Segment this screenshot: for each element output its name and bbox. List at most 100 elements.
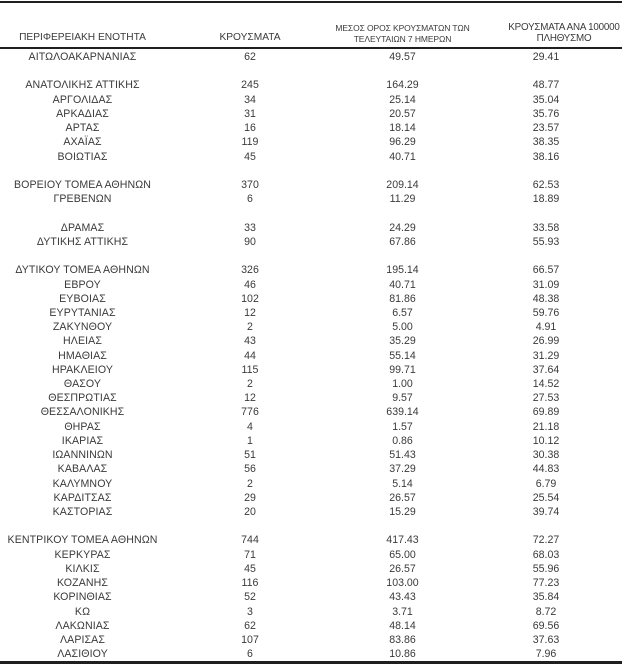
table-row: ΑΡΤΑΣ 16 18.14 23.57 bbox=[0, 121, 622, 135]
cases-cell: 33 bbox=[244, 221, 256, 234]
cases-cell: 45 bbox=[244, 150, 256, 163]
cases-cell: 2 bbox=[247, 321, 253, 334]
table-row: ΛΑΣΙΘΙΟΥ 6 10.86 7.96 bbox=[0, 647, 622, 661]
region-cell: ΖΑΚΥΝΘΟΥ bbox=[52, 321, 113, 334]
cases-cell: 370 bbox=[241, 178, 259, 191]
column-header-cases-label: ΚΡΟΥΣΜΑΤΑ bbox=[219, 32, 281, 43]
avg-7day-cell: 1.00 bbox=[392, 378, 413, 391]
avg-7day-cell: 11.29 bbox=[389, 193, 416, 206]
avg-7day-cell: 48.14 bbox=[389, 619, 416, 632]
region-cell: ΘΑΣΟΥ bbox=[63, 378, 102, 391]
table-row: ΗΜΑΘΙΑΣ 44 55.14 31.29 bbox=[0, 349, 622, 363]
region-cell: ΚΙΛΚΙΣ bbox=[65, 562, 100, 575]
per-100k-cell: 37.63 bbox=[532, 633, 560, 646]
table-row: ΘΕΣΠΡΩΤΙΑΣ 12 9.57 27.53 bbox=[0, 391, 622, 405]
region-cell: ΒΟΡΕΙΟΥ ΤΟΜΕΑ ΑΘΗΝΩΝ bbox=[13, 178, 152, 191]
table-gap-row bbox=[0, 206, 622, 220]
avg-7day-cell: 24.29 bbox=[389, 221, 416, 234]
cases-cell: 1 bbox=[247, 434, 253, 447]
cases-cell: 115 bbox=[241, 363, 259, 376]
avg-7day-cell: 25.14 bbox=[389, 93, 416, 106]
per-100k-cell: 31.29 bbox=[532, 349, 560, 362]
table-row: ΚΕΝΤΡΙΚΟΥ ΤΟΜΕΑ ΑΘΗΝΩΝ 744 417.43 72.27 bbox=[0, 533, 622, 547]
column-header-7day-average: ΜΕΣΟΣ ΟΡΟΣ ΚΡΟΥΣΜΑΤΩΝ ΤΩΝ ΤΕΛΕΥΤΑΙΩΝ 7 Η… bbox=[335, 23, 470, 46]
table-row: ΕΥΒΟΙΑΣ 102 81.86 48.38 bbox=[0, 292, 622, 306]
table-row: ΑΡΓΟΛΙΔΑΣ 34 25.14 35.04 bbox=[0, 93, 622, 107]
cases-cell: 3 bbox=[247, 605, 253, 618]
per-100k-cell: 55.93 bbox=[532, 235, 560, 248]
per-100k-cell: 77.23 bbox=[532, 577, 560, 590]
table-row: ΔΥΤΙΚΟΥ ΤΟΜΕΑ ΑΘΗΝΩΝ 326 195.14 66.57 bbox=[0, 263, 622, 277]
table-row: ΕΒΡΟΥ 46 40.71 31.09 bbox=[0, 278, 622, 292]
avg-7day-cell: 65.00 bbox=[389, 548, 416, 561]
per-100k-cell: 35.84 bbox=[532, 591, 560, 604]
table-row: ΛΑΡΙΣΑΣ 107 83.86 37.63 bbox=[0, 633, 622, 647]
cases-cell: 2 bbox=[247, 477, 253, 490]
cases-cell: 245 bbox=[241, 79, 259, 92]
avg-7day-cell: 18.14 bbox=[389, 122, 416, 135]
region-cell: ΚΟΡΙΝΘΙΑΣ bbox=[53, 591, 112, 604]
cases-cell: 116 bbox=[241, 577, 259, 590]
table-row: ΔΥΤΙΚΗΣ ΑΤΤΙΚΗΣ 90 67.86 55.93 bbox=[0, 235, 622, 249]
per-100k-cell: 14.52 bbox=[532, 378, 560, 391]
per-100k-cell: 59.76 bbox=[532, 306, 560, 319]
region-cell: ΑΙΤΩΛΟΑΚΑΡΝΑΝΙΑΣ bbox=[28, 51, 137, 63]
table-row: ΑΝΑΤΟΛΙΚΗΣ ΑΤΤΙΚΗΣ 245 164.29 48.77 bbox=[0, 78, 622, 92]
avg-7day-cell: 99.71 bbox=[389, 363, 416, 376]
cases-cell: 34 bbox=[244, 93, 256, 106]
cases-cell: 119 bbox=[241, 136, 259, 149]
avg-7day-cell: 103.00 bbox=[386, 577, 419, 590]
region-cell: ΘΕΣΣΑΛΟΝΙΚΗΣ bbox=[40, 406, 125, 419]
region-cell: ΗΛΕΙΑΣ bbox=[63, 335, 102, 348]
per-100k-cell: 66.57 bbox=[532, 264, 560, 277]
avg-7day-cell: 37.29 bbox=[389, 463, 416, 476]
region-cell: ΑΡΓΟΛΙΔΑΣ bbox=[52, 93, 113, 106]
cases-cell: 51 bbox=[244, 449, 256, 462]
table-row: ΑΧΑΪΑΣ 119 96.29 38.35 bbox=[0, 135, 622, 149]
per-100k-cell: 35.76 bbox=[532, 107, 560, 120]
per-100k-cell: 8.72 bbox=[535, 605, 557, 618]
column-header-7day-average-line1: ΜΕΣΟΣ ΟΡΟΣ ΚΡΟΥΣΜΑΤΩΝ ΤΩΝ bbox=[335, 23, 470, 34]
per-100k-cell: 18.89 bbox=[532, 193, 560, 206]
region-cell: ΙΩΑΝΝΙΝΩΝ bbox=[52, 449, 113, 462]
per-100k-cell: 35.04 bbox=[532, 93, 560, 106]
avg-7day-cell: 55.14 bbox=[389, 349, 416, 362]
table-row: ΚΙΛΚΙΣ 45 26.57 55.96 bbox=[0, 562, 622, 576]
per-100k-cell: 23.57 bbox=[532, 122, 560, 135]
per-100k-cell: 44.83 bbox=[532, 463, 560, 476]
cases-cell: 46 bbox=[244, 278, 256, 291]
cases-cell: 326 bbox=[241, 264, 259, 277]
per-100k-cell: 37.64 bbox=[532, 363, 560, 376]
cases-cell: 107 bbox=[241, 633, 259, 646]
region-cell: ΔΥΤΙΚΟΥ ΤΟΜΕΑ ΑΘΗΝΩΝ bbox=[15, 264, 150, 277]
per-100k-cell: 38.35 bbox=[532, 136, 560, 149]
column-header-per-100k: ΚΡΟΥΣΜΑΤΑ ΑΝΑ 100000 ΠΛΗΘΥΣΜΟ bbox=[488, 22, 622, 46]
table-row: ΓΡΕΒΕΝΩΝ 6 11.29 18.89 bbox=[0, 192, 622, 206]
avg-7day-cell: 26.57 bbox=[389, 562, 416, 575]
table-header-row: ΠΕΡΙΦΕΡΕΙΑΚΗ ΕΝΟΤΗΤΑ ΚΡΟΥΣΜΑΤΑ ΜΕΣΟΣ ΟΡΟ… bbox=[0, 0, 622, 46]
table-row: ΖΑΚΥΝΘΟΥ 2 5.00 4.91 bbox=[0, 320, 622, 334]
region-cell: ΚΕΡΚΥΡΑΣ bbox=[54, 548, 111, 561]
table-row: ΕΥΡΥΤΑΝΙΑΣ 12 6.57 59.76 bbox=[0, 306, 622, 320]
region-cell: ΕΒΡΟΥ bbox=[64, 278, 101, 291]
cases-cell: 52 bbox=[244, 591, 256, 604]
table-row: ΚΕΡΚΥΡΑΣ 71 65.00 68.03 bbox=[0, 548, 622, 562]
region-cell: ΚΩ bbox=[74, 605, 91, 618]
cases-cell: 102 bbox=[241, 292, 259, 305]
avg-7day-cell: 209.14 bbox=[386, 178, 419, 191]
avg-7day-cell: 15.29 bbox=[389, 506, 416, 518]
per-100k-cell: 4.91 bbox=[535, 321, 557, 334]
avg-7day-cell: 3.71 bbox=[392, 605, 413, 618]
cases-cell: 43 bbox=[244, 335, 256, 348]
cases-cell: 6 bbox=[247, 193, 253, 206]
per-100k-cell: 72.27 bbox=[532, 534, 560, 547]
avg-7day-cell: 49.57 bbox=[389, 51, 416, 63]
cases-cell: 62 bbox=[244, 619, 256, 632]
avg-7day-cell: 639.14 bbox=[386, 406, 419, 419]
table-row: ΔΡΑΜΑΣ 33 24.29 33.58 bbox=[0, 221, 622, 235]
column-header-7day-average-line2: ΤΕΛΕΥΤΑΙΩΝ 7 ΗΜΕΡΩΝ bbox=[353, 33, 452, 44]
table-row: ΘΗΡΑΣ 4 1.57 21.18 bbox=[0, 420, 622, 434]
per-100k-cell: 55.96 bbox=[532, 562, 560, 575]
region-cell: ΒΟΙΩΤΙΑΣ bbox=[57, 150, 108, 163]
per-100k-cell: 33.58 bbox=[532, 221, 560, 234]
